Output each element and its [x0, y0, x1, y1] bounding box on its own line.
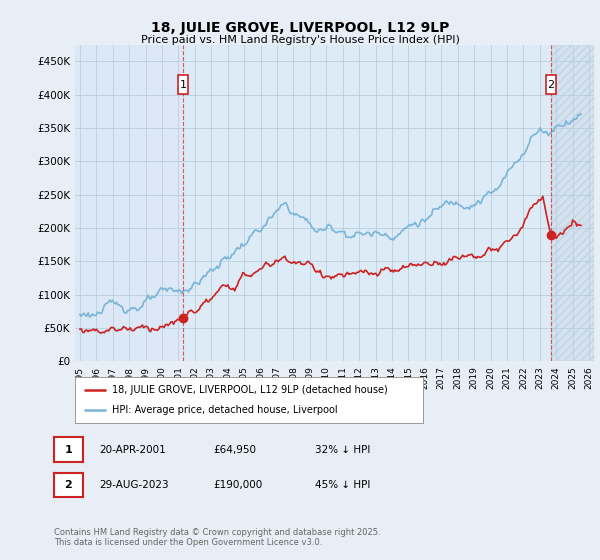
Text: HPI: Average price, detached house, Liverpool: HPI: Average price, detached house, Live… [112, 405, 337, 416]
Bar [551, 45, 594, 361]
Text: 29-AUG-2023: 29-AUG-2023 [99, 480, 169, 490]
Text: 2: 2 [65, 480, 72, 490]
Text: Price paid vs. HM Land Registry's House Price Index (HPI): Price paid vs. HM Land Registry's House … [140, 35, 460, 45]
Text: 1: 1 [65, 445, 72, 455]
Text: £190,000: £190,000 [213, 480, 262, 490]
Text: 18, JULIE GROVE, LIVERPOOL, L12 9LP: 18, JULIE GROVE, LIVERPOOL, L12 9LP [151, 21, 449, 35]
Text: 32% ↓ HPI: 32% ↓ HPI [315, 445, 370, 455]
Text: 2: 2 [547, 80, 554, 90]
Text: Contains HM Land Registry data © Crown copyright and database right 2025.
This d: Contains HM Land Registry data © Crown c… [54, 528, 380, 547]
Bar [184, 45, 551, 361]
Text: 20-APR-2001: 20-APR-2001 [99, 445, 166, 455]
FancyBboxPatch shape [178, 76, 188, 94]
Text: 18, JULIE GROVE, LIVERPOOL, L12 9LP (detached house): 18, JULIE GROVE, LIVERPOOL, L12 9LP (det… [112, 385, 387, 395]
FancyBboxPatch shape [546, 76, 556, 94]
Text: 45% ↓ HPI: 45% ↓ HPI [315, 480, 370, 490]
Text: 1: 1 [180, 80, 187, 90]
Text: £64,950: £64,950 [213, 445, 256, 455]
